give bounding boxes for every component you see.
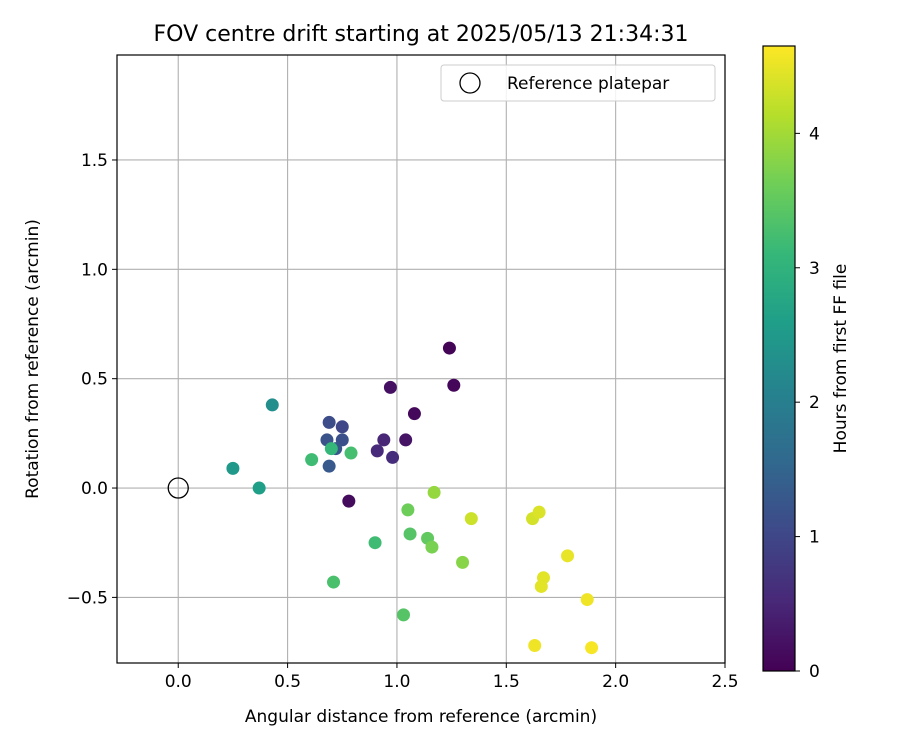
legend-entry-label: Reference platepar [507, 74, 669, 94]
colorbar-frame [762, 45, 796, 672]
y-tick-label: 1.5 [81, 151, 108, 171]
plot-frame [116, 54, 726, 664]
data-point [528, 639, 542, 653]
data-point [322, 415, 336, 429]
colorbar-tick-label: 4 [809, 124, 820, 144]
data-point [265, 398, 279, 412]
colorbar-tick-label: 2 [809, 393, 820, 413]
data-point [399, 433, 413, 447]
colorbar-tick-label: 3 [809, 259, 820, 279]
y-tick-label: 0.0 [81, 479, 108, 499]
data-point [252, 481, 266, 495]
colorbar-tick-label: 0 [809, 662, 820, 682]
reference-marker-group [167, 477, 189, 499]
data-point [407, 407, 421, 421]
colorbar-gradient [763, 46, 795, 671]
data-point [456, 555, 470, 569]
y-tick-label: 1.0 [81, 260, 108, 280]
data-point [370, 444, 384, 458]
data-point [305, 453, 319, 467]
data-point [534, 579, 548, 593]
data-point [324, 442, 338, 456]
data-point [442, 341, 456, 355]
y-tick-label: 0.5 [81, 370, 108, 390]
legend-marker-icon [459, 72, 481, 94]
y-tick-label: −0.5 [67, 588, 108, 608]
x-tick-label: 2.5 [711, 672, 738, 692]
data-point [386, 450, 400, 464]
data-point [464, 512, 478, 526]
x-tick-label: 1.0 [383, 672, 410, 692]
data-point [383, 380, 397, 394]
data-point [580, 593, 594, 607]
data-point [403, 527, 417, 541]
legend: Reference platepar [440, 64, 716, 102]
colorbar-tick-label: 1 [809, 528, 820, 548]
data-point [425, 540, 439, 554]
x-tick-label: 0.5 [274, 672, 301, 692]
legend-box [440, 64, 716, 102]
data-point [344, 446, 358, 460]
data-point [322, 459, 336, 473]
data-point [532, 505, 546, 519]
data-point [401, 503, 415, 517]
data-point [561, 549, 575, 563]
grid [117, 55, 726, 663]
x-axis-label: Angular distance from reference (arcmin) [245, 707, 597, 727]
y-axis-label: Rotation from reference (arcmin) [23, 219, 43, 499]
data-point [335, 420, 349, 434]
colorbar: 0 1 2 3 4 Hours from first FF file [762, 45, 851, 682]
y-axis-ticks: −0.5 0.0 0.5 1.0 1.5 [67, 151, 117, 608]
data-point [585, 641, 599, 655]
data-point [226, 461, 240, 475]
x-tick-label: 1.5 [493, 672, 520, 692]
data-point [427, 485, 441, 499]
data-point [342, 494, 356, 508]
data-points [226, 341, 599, 655]
chart-title: FOV centre drift starting at 2025/05/13 … [154, 22, 689, 47]
data-point [368, 536, 382, 550]
data-point [447, 378, 461, 392]
x-tick-label: 2.0 [602, 672, 629, 692]
colorbar-ticks: 0 1 2 3 4 [795, 124, 820, 682]
x-tick-label: 0.0 [165, 672, 192, 692]
data-point [377, 433, 391, 447]
reference-marker-icon [167, 477, 189, 499]
colorbar-label: Hours from first FF file [831, 264, 851, 454]
data-point [397, 608, 411, 622]
x-axis-ticks: 0.0 0.5 1.0 1.5 2.0 2.5 [165, 663, 739, 692]
data-point [327, 575, 341, 589]
